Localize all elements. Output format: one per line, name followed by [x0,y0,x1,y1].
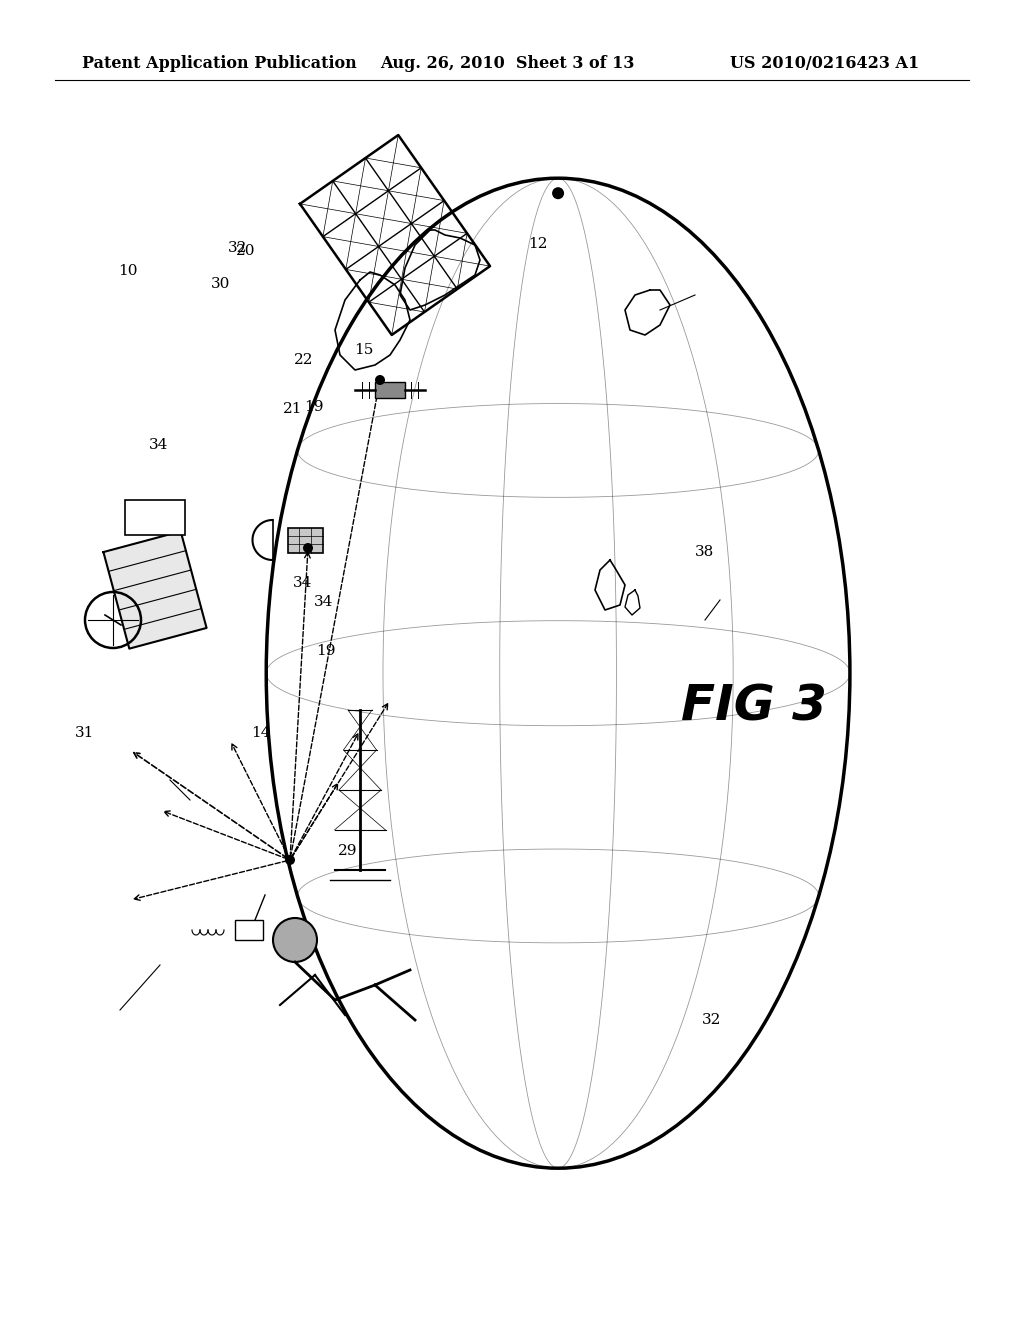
Text: 29: 29 [338,845,358,858]
Text: 21: 21 [283,403,303,416]
Text: 20: 20 [236,244,256,257]
Text: FIG 3: FIG 3 [681,682,826,730]
Bar [288,528,323,553]
Text: 22: 22 [294,354,314,367]
Text: 10: 10 [118,264,138,277]
Text: 12: 12 [527,238,548,251]
Text: 38: 38 [695,545,714,558]
Text: 32: 32 [702,1014,721,1027]
Circle shape [552,187,564,199]
Circle shape [273,917,317,962]
Circle shape [303,543,313,553]
Bar [375,381,406,399]
Text: 19: 19 [315,644,336,657]
Text: 15: 15 [354,343,373,356]
Text: 31: 31 [76,726,94,739]
Text: 32: 32 [228,242,247,255]
Bar [125,500,185,535]
Text: 19: 19 [304,400,325,413]
Circle shape [375,375,385,385]
Text: 14: 14 [251,726,271,739]
Text: 34: 34 [314,595,333,609]
Text: 34: 34 [150,438,168,451]
Text: Patent Application Publication: Patent Application Publication [82,55,356,73]
Text: US 2010/0216423 A1: US 2010/0216423 A1 [730,55,920,73]
Text: 34: 34 [293,577,311,590]
Polygon shape [103,532,207,648]
Text: Aug. 26, 2010  Sheet 3 of 13: Aug. 26, 2010 Sheet 3 of 13 [380,55,635,73]
Text: 30: 30 [211,277,229,290]
Bar [234,920,263,940]
Circle shape [285,855,295,865]
